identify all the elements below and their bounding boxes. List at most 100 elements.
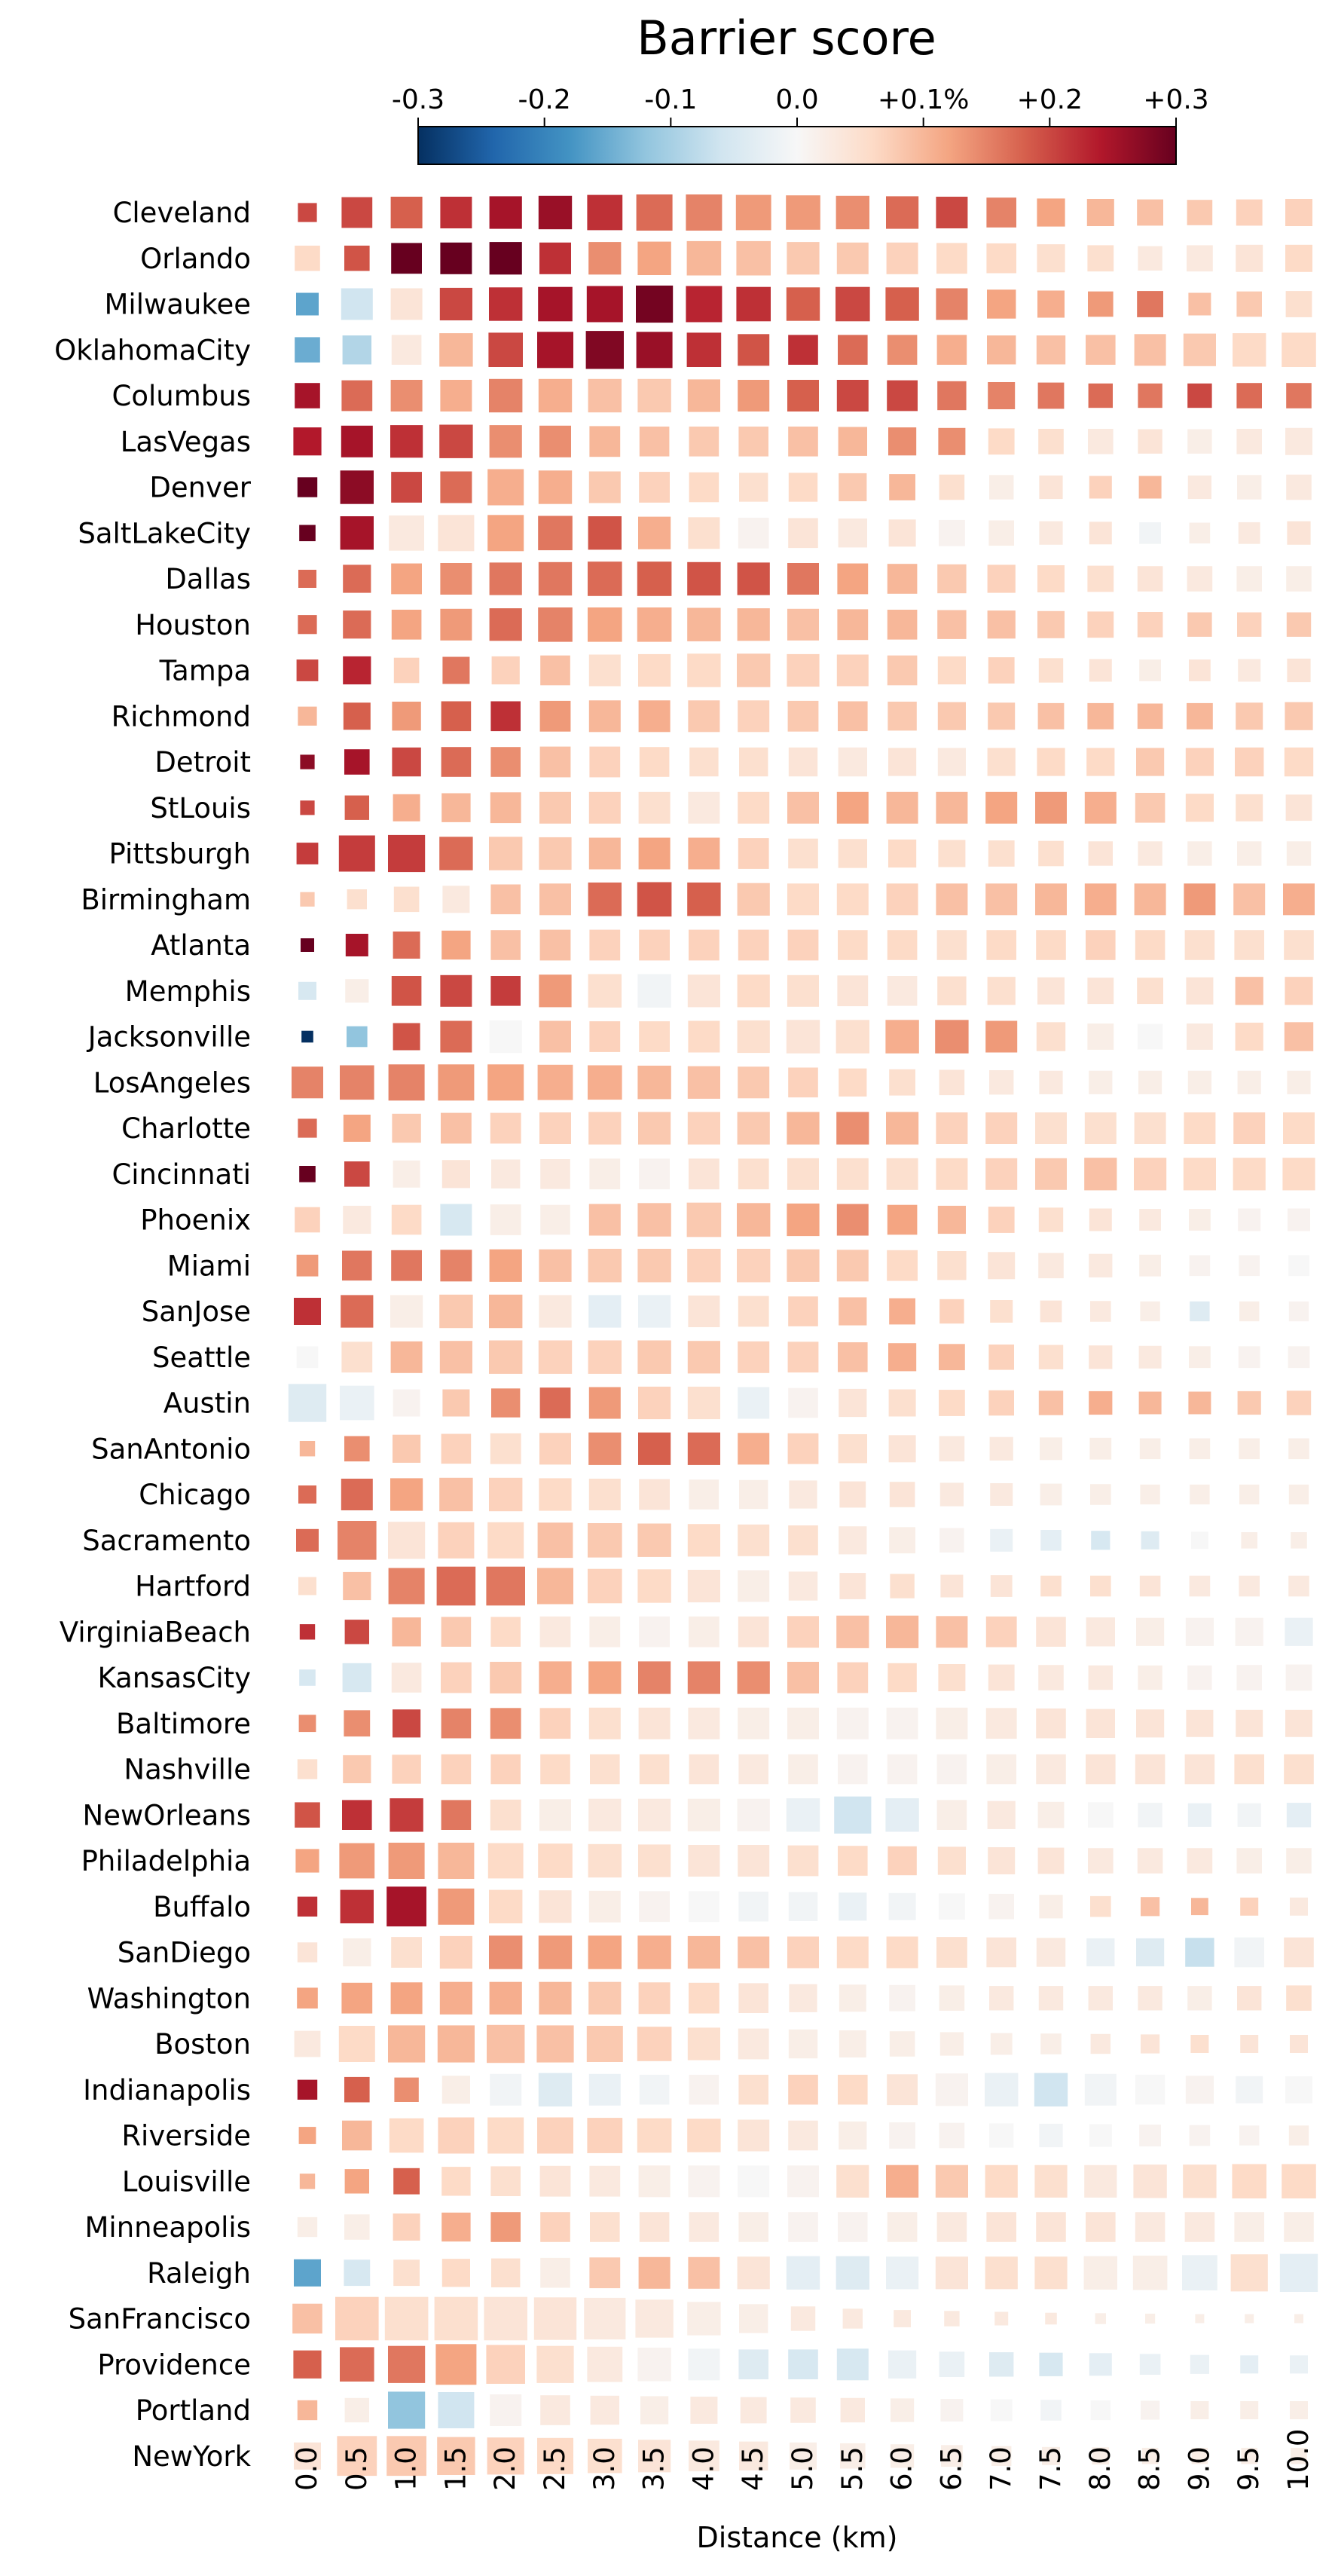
heatmap-cell (737, 1661, 770, 1694)
heatmap-cell (300, 754, 315, 769)
heatmap-cell (590, 2395, 619, 2425)
heatmap-cell (295, 245, 320, 271)
heatmap-cell (490, 1754, 521, 1785)
heatmap-cell (1285, 427, 1312, 455)
heatmap-cell (787, 1433, 819, 1464)
heatmap-cell (587, 194, 623, 231)
heatmap-cell (1090, 1895, 1111, 1917)
city-label: Milwaukee (104, 289, 251, 321)
heatmap-cell (441, 747, 472, 777)
heatmap-cell (787, 1158, 819, 1190)
heatmap-cell (788, 2212, 818, 2242)
heatmap-cell (689, 2074, 719, 2105)
heatmap-cell (441, 701, 472, 732)
heatmap-cell (297, 1759, 318, 1779)
heatmap-cell (1287, 658, 1311, 683)
heatmap-cell (639, 2212, 670, 2242)
heatmap-cell (738, 1983, 768, 2013)
heatmap-cell (489, 1935, 523, 1969)
heatmap-cell (638, 516, 671, 549)
heatmap-cell (539, 1020, 571, 1053)
heatmap-cell (1290, 2355, 1308, 2374)
heatmap-cell (689, 472, 719, 503)
heatmap-cell (391, 610, 422, 640)
heatmap-cell (738, 517, 769, 549)
colorbar-tick-label: -0.1 (644, 84, 697, 115)
heatmap-cell (1282, 2164, 1316, 2198)
heatmap-cell (1285, 1709, 1312, 1737)
heatmap-cell (887, 930, 918, 960)
heatmap-cell (936, 1800, 967, 1830)
heatmap-cell (441, 1160, 470, 1189)
heatmap-cell (1185, 748, 1214, 776)
heatmap-cell (1036, 1754, 1066, 1785)
heatmap-cell (588, 1249, 622, 1283)
heatmap-cell (689, 1158, 719, 1190)
heatmap-cell (1282, 332, 1316, 367)
heatmap-cell (491, 2258, 521, 2287)
heatmap-cell (787, 653, 820, 687)
heatmap-cell (1141, 2447, 1159, 2464)
heatmap-cell (394, 2077, 419, 2102)
heatmap-cell (297, 477, 318, 497)
heatmap-cell (840, 2397, 865, 2423)
heatmap-cell (1286, 1848, 1312, 1874)
heatmap-cell (787, 1203, 820, 1237)
heatmap-cell (343, 656, 371, 685)
heatmap-cell (739, 2304, 768, 2333)
heatmap-cell (440, 471, 472, 503)
heatmap-cell (944, 2311, 960, 2327)
heatmap-cell (790, 2397, 816, 2423)
heatmap-cell (1039, 1070, 1063, 1094)
heatmap-cell (737, 562, 770, 595)
heatmap-cell (1035, 791, 1067, 824)
heatmap-cell (788, 1892, 818, 1921)
heatmap-cell (885, 287, 919, 321)
heatmap-cell (886, 791, 918, 824)
heatmap-cell (1184, 1754, 1215, 1785)
heatmap-cell (439, 1294, 473, 1329)
heatmap-cell (688, 2348, 720, 2381)
heatmap-cell (1189, 1209, 1211, 1231)
heatmap-cell (486, 2345, 525, 2384)
heatmap-cell (888, 519, 916, 547)
city-label: LosAngeles (93, 1066, 251, 1099)
heatmap-cell (1135, 930, 1166, 960)
heatmap-cell (588, 242, 622, 275)
heatmap-cell (390, 1982, 423, 2015)
heatmap-cell (439, 1341, 472, 1374)
heatmap-cell (637, 561, 672, 596)
heatmap-cell (1188, 292, 1211, 316)
heatmap-cell (588, 561, 622, 596)
heatmap-cell (391, 563, 422, 595)
heatmap-cell (1236, 1665, 1262, 1690)
heatmap-cell (686, 286, 723, 323)
city-label: StLouis (150, 792, 251, 825)
heatmap-cell (343, 1205, 371, 1234)
heatmap-cell (839, 1984, 866, 2012)
heatmap-cell (1183, 2165, 1217, 2198)
heatmap-cell (1084, 1158, 1117, 1191)
heatmap-cell (294, 2442, 321, 2470)
heatmap-cell (587, 2118, 623, 2153)
heatmap-cell (886, 883, 918, 916)
heatmap-cell (589, 2257, 621, 2289)
heatmap-cell (1042, 2446, 1060, 2465)
heatmap-cell (487, 515, 524, 552)
city-label: NewYork (132, 2440, 251, 2473)
city-label: Miami (167, 1250, 251, 1282)
heatmap-cell (738, 1754, 768, 1785)
heatmap-cell (295, 383, 320, 408)
heatmap-cell (298, 1485, 316, 1504)
city-label: Charlotte (121, 1112, 251, 1145)
heatmap-cell (1236, 566, 1262, 592)
heatmap-cell (344, 1161, 370, 1187)
distance-tick-label: 8.5 (1134, 2446, 1166, 2491)
heatmap-cell (1236, 199, 1263, 226)
heatmap-cell (441, 1617, 472, 1647)
heatmap-cell (298, 981, 316, 1000)
heatmap-cell (889, 1984, 915, 2012)
heatmap-cell (686, 332, 722, 367)
heatmap-cell (388, 1522, 426, 1559)
heatmap-cell (937, 656, 966, 685)
